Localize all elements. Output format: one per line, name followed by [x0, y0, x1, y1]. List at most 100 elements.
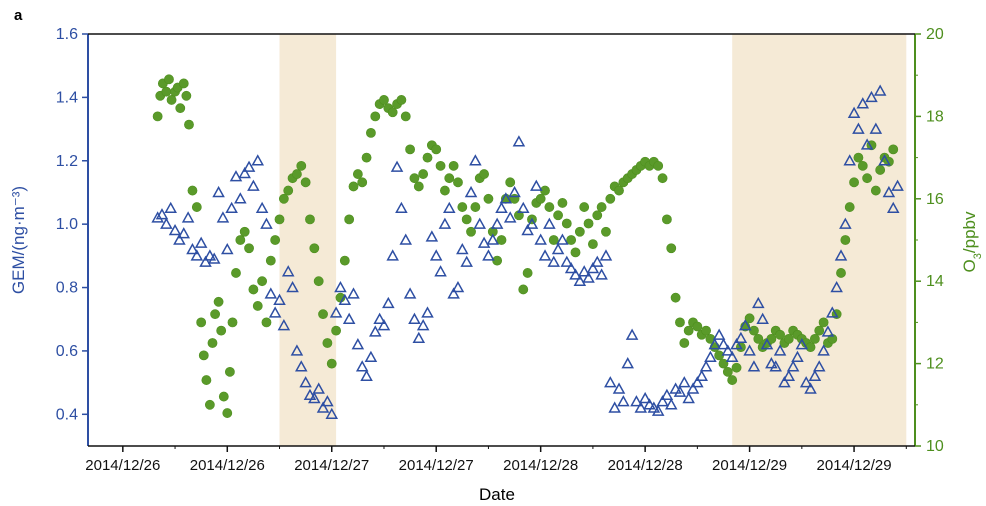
gem-point — [651, 404, 665, 416]
gem-point — [682, 391, 695, 404]
o3-point — [440, 185, 450, 196]
gem-point — [834, 249, 848, 261]
o3-point — [849, 177, 859, 188]
o3-point — [224, 366, 235, 377]
gem-point — [399, 233, 413, 245]
gem-point — [347, 287, 360, 299]
o3-point — [210, 309, 220, 320]
gem-point — [364, 350, 378, 363]
gem-point — [865, 90, 878, 103]
gem-point — [290, 344, 304, 356]
o3-point — [227, 317, 238, 328]
o3-point — [870, 185, 881, 196]
o3-point — [744, 313, 755, 324]
axes-layer: 0.4 0.6 0.8 1.0 1.2 1.4 1.6 10 12 14 16 18 20 2014/12… — [56, 26, 944, 474]
o3-point — [201, 375, 212, 385]
o3-point — [561, 218, 572, 229]
o3-point — [492, 255, 503, 266]
gem-point — [499, 192, 513, 204]
gem-point — [660, 388, 674, 401]
o3-point — [164, 74, 174, 85]
gem-point — [791, 350, 804, 363]
o3-point — [309, 243, 320, 254]
gem-point — [799, 376, 813, 388]
gem-point — [891, 179, 904, 191]
y-left-tick-label: 1.2 — [56, 153, 78, 170]
o3-point — [239, 226, 250, 237]
x-tick-label: 2014/12/28 — [503, 457, 578, 474]
o3-point — [844, 202, 855, 212]
x-tick-label: 2014/12/28 — [608, 457, 683, 474]
gem-point — [721, 344, 735, 356]
x-tick-label: 2014/12/26 — [190, 457, 265, 474]
gem-point — [260, 217, 273, 229]
o3-point — [509, 193, 520, 204]
o3-point — [379, 95, 389, 105]
o3-point — [544, 202, 555, 212]
o3-point — [566, 235, 577, 245]
o3-point — [574, 226, 585, 237]
o3-point — [470, 202, 481, 212]
o3-point — [683, 325, 694, 336]
gem-point — [886, 201, 900, 214]
gem-point — [752, 296, 765, 309]
o3-point — [313, 276, 324, 287]
o3-point — [265, 255, 276, 266]
gem-point — [160, 217, 173, 229]
o3-point — [809, 333, 820, 344]
panel-label: a — [14, 7, 23, 24]
gem-point — [530, 179, 543, 191]
gem-point — [412, 331, 426, 343]
o3-point — [418, 169, 429, 179]
gem-point — [712, 328, 726, 340]
o3-point — [605, 193, 616, 204]
o3-point — [570, 247, 581, 258]
o3-point — [196, 317, 207, 328]
o3-point — [244, 243, 254, 254]
o3-point — [422, 152, 433, 163]
gem-point — [207, 252, 221, 264]
o3-point — [231, 268, 241, 278]
gem-point — [434, 265, 447, 277]
gem-point — [843, 154, 856, 166]
o3-point — [675, 317, 685, 328]
gem-point — [303, 388, 317, 401]
gem-point — [691, 376, 704, 388]
gem-point — [194, 236, 208, 248]
o3-point — [216, 325, 227, 336]
o3-point — [522, 268, 533, 278]
x-tick-label: 2014/12/26 — [85, 457, 160, 474]
o3-point — [553, 210, 563, 221]
gem-point — [538, 249, 552, 261]
gem-point — [312, 382, 325, 394]
gem-point — [821, 325, 835, 337]
gem-point — [442, 201, 456, 214]
gem-point — [664, 398, 678, 410]
gem-point — [708, 338, 722, 350]
gem-point — [386, 249, 399, 261]
o3-point — [283, 185, 294, 196]
o3-point — [722, 366, 733, 377]
gem-point — [569, 268, 582, 280]
o3-point — [457, 202, 468, 212]
o3-point — [840, 235, 851, 245]
x-tick-label: 2014/12/27 — [399, 457, 474, 474]
x-tick-label: 2014/12/29 — [712, 457, 787, 474]
gem-point — [338, 293, 352, 305]
gem-point — [812, 360, 826, 372]
gem-point — [216, 211, 230, 223]
gem-point — [625, 328, 639, 340]
o3-point — [274, 214, 285, 225]
o3-point — [814, 325, 825, 336]
gem-point — [490, 217, 504, 229]
gem-point — [617, 395, 630, 407]
o3-point — [405, 144, 415, 155]
gem-point — [221, 242, 234, 255]
gem-point — [390, 160, 404, 172]
x-axis-title: Date — [479, 485, 515, 504]
gem-point — [203, 249, 217, 261]
o3-point — [235, 235, 246, 245]
o3-point — [749, 325, 759, 336]
gem-point — [612, 382, 626, 394]
gem-point — [577, 265, 591, 277]
